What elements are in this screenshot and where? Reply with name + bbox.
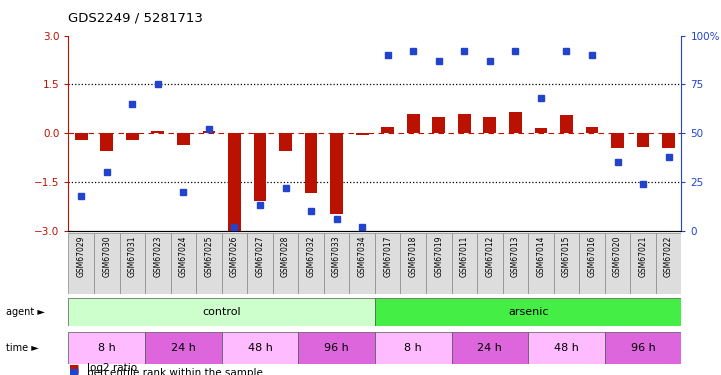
- Bar: [94, 232, 120, 294]
- Text: GSM67024: GSM67024: [179, 236, 188, 277]
- Text: GDS2249 / 5281713: GDS2249 / 5281713: [68, 11, 203, 24]
- Bar: [222, 332, 298, 364]
- Bar: [407, 114, 420, 133]
- Text: time ►: time ►: [6, 343, 38, 353]
- Text: log2 ratio: log2 ratio: [87, 363, 137, 373]
- Bar: [68, 332, 145, 364]
- Bar: [145, 332, 222, 364]
- Text: 8 h: 8 h: [404, 343, 422, 353]
- Bar: [228, 133, 241, 231]
- Bar: [579, 232, 605, 294]
- Text: 24 h: 24 h: [477, 343, 503, 353]
- Bar: [350, 232, 375, 294]
- Text: 96 h: 96 h: [324, 343, 349, 353]
- Bar: [145, 232, 171, 294]
- Bar: [528, 332, 605, 364]
- Text: GSM67012: GSM67012: [485, 236, 495, 277]
- Bar: [68, 232, 94, 294]
- Bar: [611, 133, 624, 148]
- Bar: [503, 232, 528, 294]
- Bar: [171, 232, 196, 294]
- Bar: [451, 332, 528, 364]
- Bar: [298, 332, 375, 364]
- Text: agent ►: agent ►: [6, 307, 45, 317]
- Bar: [75, 133, 88, 140]
- Text: GSM67026: GSM67026: [230, 236, 239, 277]
- Text: ■: ■: [68, 363, 79, 373]
- Bar: [451, 232, 477, 294]
- Bar: [484, 117, 496, 133]
- Bar: [656, 232, 681, 294]
- Text: GSM67014: GSM67014: [536, 236, 545, 277]
- Bar: [477, 232, 503, 294]
- Bar: [605, 232, 630, 294]
- Text: GSM67022: GSM67022: [664, 236, 673, 277]
- Bar: [196, 232, 222, 294]
- Text: 8 h: 8 h: [98, 343, 115, 353]
- Text: GSM67019: GSM67019: [434, 236, 443, 277]
- Text: GSM67030: GSM67030: [102, 236, 111, 277]
- Bar: [458, 114, 471, 133]
- Text: 48 h: 48 h: [247, 343, 273, 353]
- Text: GSM67018: GSM67018: [409, 236, 417, 277]
- Bar: [120, 232, 145, 294]
- Text: percentile rank within the sample: percentile rank within the sample: [87, 368, 262, 375]
- Text: 48 h: 48 h: [554, 343, 579, 353]
- Bar: [100, 133, 113, 151]
- Text: GSM67015: GSM67015: [562, 236, 571, 277]
- Text: GSM67011: GSM67011: [460, 236, 469, 277]
- Bar: [662, 133, 675, 148]
- Bar: [426, 232, 451, 294]
- Text: GSM67034: GSM67034: [358, 236, 367, 277]
- Bar: [324, 232, 350, 294]
- Bar: [400, 232, 426, 294]
- Bar: [298, 232, 324, 294]
- Bar: [68, 298, 375, 326]
- Bar: [637, 133, 650, 147]
- Bar: [222, 232, 247, 294]
- Bar: [605, 332, 681, 364]
- Text: arsenic: arsenic: [508, 307, 549, 317]
- Bar: [151, 130, 164, 133]
- Bar: [509, 112, 522, 133]
- Text: 24 h: 24 h: [171, 343, 196, 353]
- Bar: [375, 232, 400, 294]
- Bar: [203, 130, 216, 133]
- Bar: [375, 332, 451, 364]
- Bar: [534, 128, 547, 133]
- Text: GSM67032: GSM67032: [306, 236, 316, 277]
- Text: GSM67013: GSM67013: [511, 236, 520, 277]
- Bar: [528, 232, 554, 294]
- Text: GSM67016: GSM67016: [588, 236, 596, 277]
- Bar: [254, 133, 266, 201]
- Text: GSM67031: GSM67031: [128, 236, 137, 277]
- Text: GSM67021: GSM67021: [639, 236, 647, 277]
- Text: GSM67029: GSM67029: [76, 236, 86, 277]
- Text: GSM67020: GSM67020: [613, 236, 622, 277]
- Bar: [126, 133, 138, 140]
- Bar: [305, 133, 317, 193]
- Text: 96 h: 96 h: [631, 343, 655, 353]
- Bar: [355, 133, 368, 135]
- Text: GSM67025: GSM67025: [205, 236, 213, 277]
- Bar: [554, 232, 579, 294]
- Text: GSM67028: GSM67028: [281, 236, 290, 277]
- Bar: [279, 133, 292, 151]
- Bar: [330, 133, 343, 214]
- Bar: [433, 117, 445, 133]
- Text: ■: ■: [68, 368, 79, 375]
- Bar: [247, 232, 273, 294]
- Text: control: control: [203, 307, 241, 317]
- Text: GSM67017: GSM67017: [383, 236, 392, 277]
- Bar: [560, 115, 572, 133]
- Bar: [381, 127, 394, 133]
- Text: GSM67023: GSM67023: [154, 236, 162, 277]
- Text: GSM67027: GSM67027: [255, 236, 265, 277]
- Text: GSM67033: GSM67033: [332, 236, 341, 277]
- Bar: [585, 127, 598, 133]
- Bar: [273, 232, 298, 294]
- Bar: [375, 298, 681, 326]
- Bar: [177, 133, 190, 144]
- Bar: [630, 232, 656, 294]
